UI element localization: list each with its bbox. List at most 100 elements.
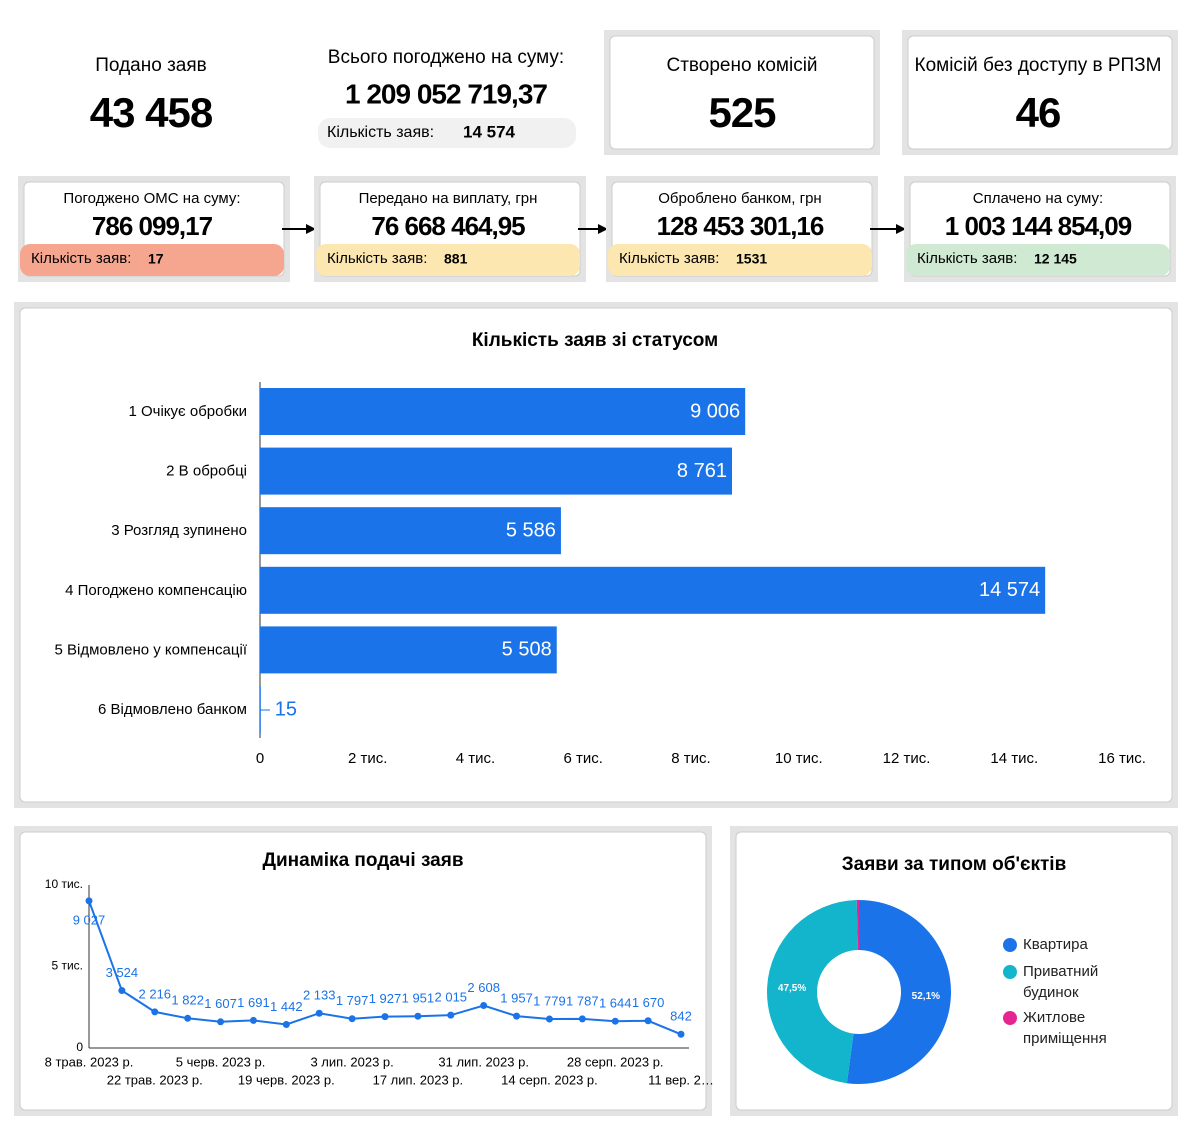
card-label: Подано заяв	[95, 55, 206, 76]
point	[282, 1020, 290, 1028]
count-value: 1531	[736, 251, 767, 267]
x-tick-label: 8 трав. 2023 р.	[45, 1054, 134, 1069]
flow-value: 1 003 144 854,09	[945, 211, 1132, 241]
y-tick-label: 6 Відмовлено банком	[98, 701, 247, 718]
count-label: Кількість заяв:	[327, 124, 434, 141]
x-tick-label: 31 лип. 2023 р.	[438, 1054, 529, 1069]
y-tick-label: 0	[76, 1040, 83, 1054]
data-label: 1 822	[171, 993, 204, 1008]
bar	[260, 626, 557, 674]
data-label: 2 015	[435, 990, 468, 1005]
x-tick-label: 8 тис.	[671, 750, 710, 767]
point	[644, 1017, 652, 1025]
count-value: 12 145	[1034, 251, 1077, 267]
x-tick-label: 6 тис.	[564, 750, 603, 767]
data-label: 1 787	[566, 993, 599, 1008]
y-tick-label: 10 тис.	[45, 877, 83, 891]
legend-swatch	[1003, 1011, 1017, 1025]
data-label: 47,5%	[778, 983, 806, 994]
bar	[260, 447, 732, 495]
card-value: 1 209 052 719,37	[345, 78, 547, 109]
count-value: 17	[148, 251, 164, 267]
y-tick-label: 4 Погоджено компенсацію	[65, 582, 247, 599]
point	[677, 1030, 685, 1038]
x-tick-label: 4 тис.	[456, 750, 495, 767]
x-tick-label: 28 серп. 2023 р.	[567, 1054, 664, 1069]
flow-value: 128 453 301,16	[657, 211, 824, 241]
data-label: 1 779	[533, 993, 566, 1008]
point	[118, 987, 126, 995]
data-label: 5 586	[506, 519, 556, 541]
x-tick-label: 14 тис.	[990, 750, 1038, 767]
point	[151, 1008, 159, 1016]
arrow-head	[598, 224, 608, 234]
y-tick-label: 3 Розгляд зупинено	[111, 522, 247, 539]
legend-label: Житлове приміщення	[1023, 1009, 1107, 1047]
count-value: 14 574	[463, 122, 516, 141]
flow-label: Погоджено ОМС на суму:	[63, 190, 240, 207]
point	[513, 1012, 521, 1020]
arrow-head	[306, 224, 316, 234]
data-label: 2 608	[467, 980, 500, 995]
count-pill	[316, 244, 580, 276]
count-label: Кількість заяв:	[31, 250, 131, 267]
count-label: Кількість заяв:	[327, 250, 427, 267]
panel	[609, 35, 875, 150]
point	[184, 1014, 192, 1022]
data-label: 1 670	[632, 995, 665, 1010]
count-pill	[906, 244, 1170, 276]
bar	[260, 388, 746, 435]
card-label: Комісій без доступу в РПЗМ	[915, 55, 1162, 76]
count-pill	[608, 244, 872, 276]
x-tick-label: 12 тис.	[883, 750, 931, 767]
data-label: 3 524	[106, 965, 139, 980]
point	[315, 1009, 323, 1017]
x-tick-label: 17 лип. 2023 р.	[373, 1072, 464, 1087]
y-tick-label: 5 Відмовлено у компенсації	[54, 641, 247, 658]
chart-title: Заяви за типом об'єктів	[842, 854, 1067, 875]
data-label: 1 957	[500, 991, 533, 1006]
card-value: 525	[708, 89, 776, 136]
chart-title: Кількість заяв зі статусом	[472, 330, 718, 351]
data-label: 1 927	[369, 991, 402, 1006]
data-label: 842	[670, 1009, 692, 1024]
slice	[856, 900, 859, 951]
x-tick-label: 3 лип. 2023 р.	[310, 1054, 393, 1069]
count-value: 881	[444, 251, 468, 267]
legend-swatch	[1003, 965, 1017, 979]
point	[348, 1015, 356, 1023]
point	[249, 1016, 257, 1024]
point	[381, 1013, 389, 1021]
count-label: Кількість заяв:	[619, 250, 719, 267]
flow-value: 786 099,17	[92, 211, 213, 241]
point	[414, 1012, 422, 1020]
card-label: Всього погоджено на суму:	[328, 47, 564, 68]
y-tick-label: 5 тис.	[51, 959, 83, 973]
data-label: 1 691	[237, 995, 270, 1010]
count-pill	[20, 244, 284, 276]
data-label: 8 761	[677, 460, 727, 482]
data-label: 1 951	[402, 991, 435, 1006]
panel	[19, 831, 707, 1111]
legend-swatch	[1003, 938, 1017, 952]
x-tick-label: 2 тис.	[348, 750, 387, 767]
data-label: 14 574	[979, 579, 1040, 601]
data-label: 2 133	[303, 988, 336, 1003]
legend-label: Квартира	[1023, 936, 1088, 953]
point	[545, 1015, 553, 1023]
x-tick-label: 19 черв. 2023 р.	[238, 1072, 335, 1087]
point	[611, 1017, 619, 1025]
data-label: 1 644	[599, 996, 632, 1011]
data-label: 9 006	[690, 400, 740, 422]
data-label: 2 216	[139, 986, 172, 1001]
panel	[907, 35, 1173, 150]
data-label: 9 027	[73, 912, 106, 927]
bar	[260, 507, 561, 555]
arrow-head	[896, 224, 906, 234]
legend-label: Приватний будинок	[1023, 963, 1098, 1001]
point	[447, 1011, 455, 1019]
x-tick-label: 16 тис.	[1098, 750, 1146, 767]
x-tick-label: 10 тис.	[775, 750, 823, 767]
